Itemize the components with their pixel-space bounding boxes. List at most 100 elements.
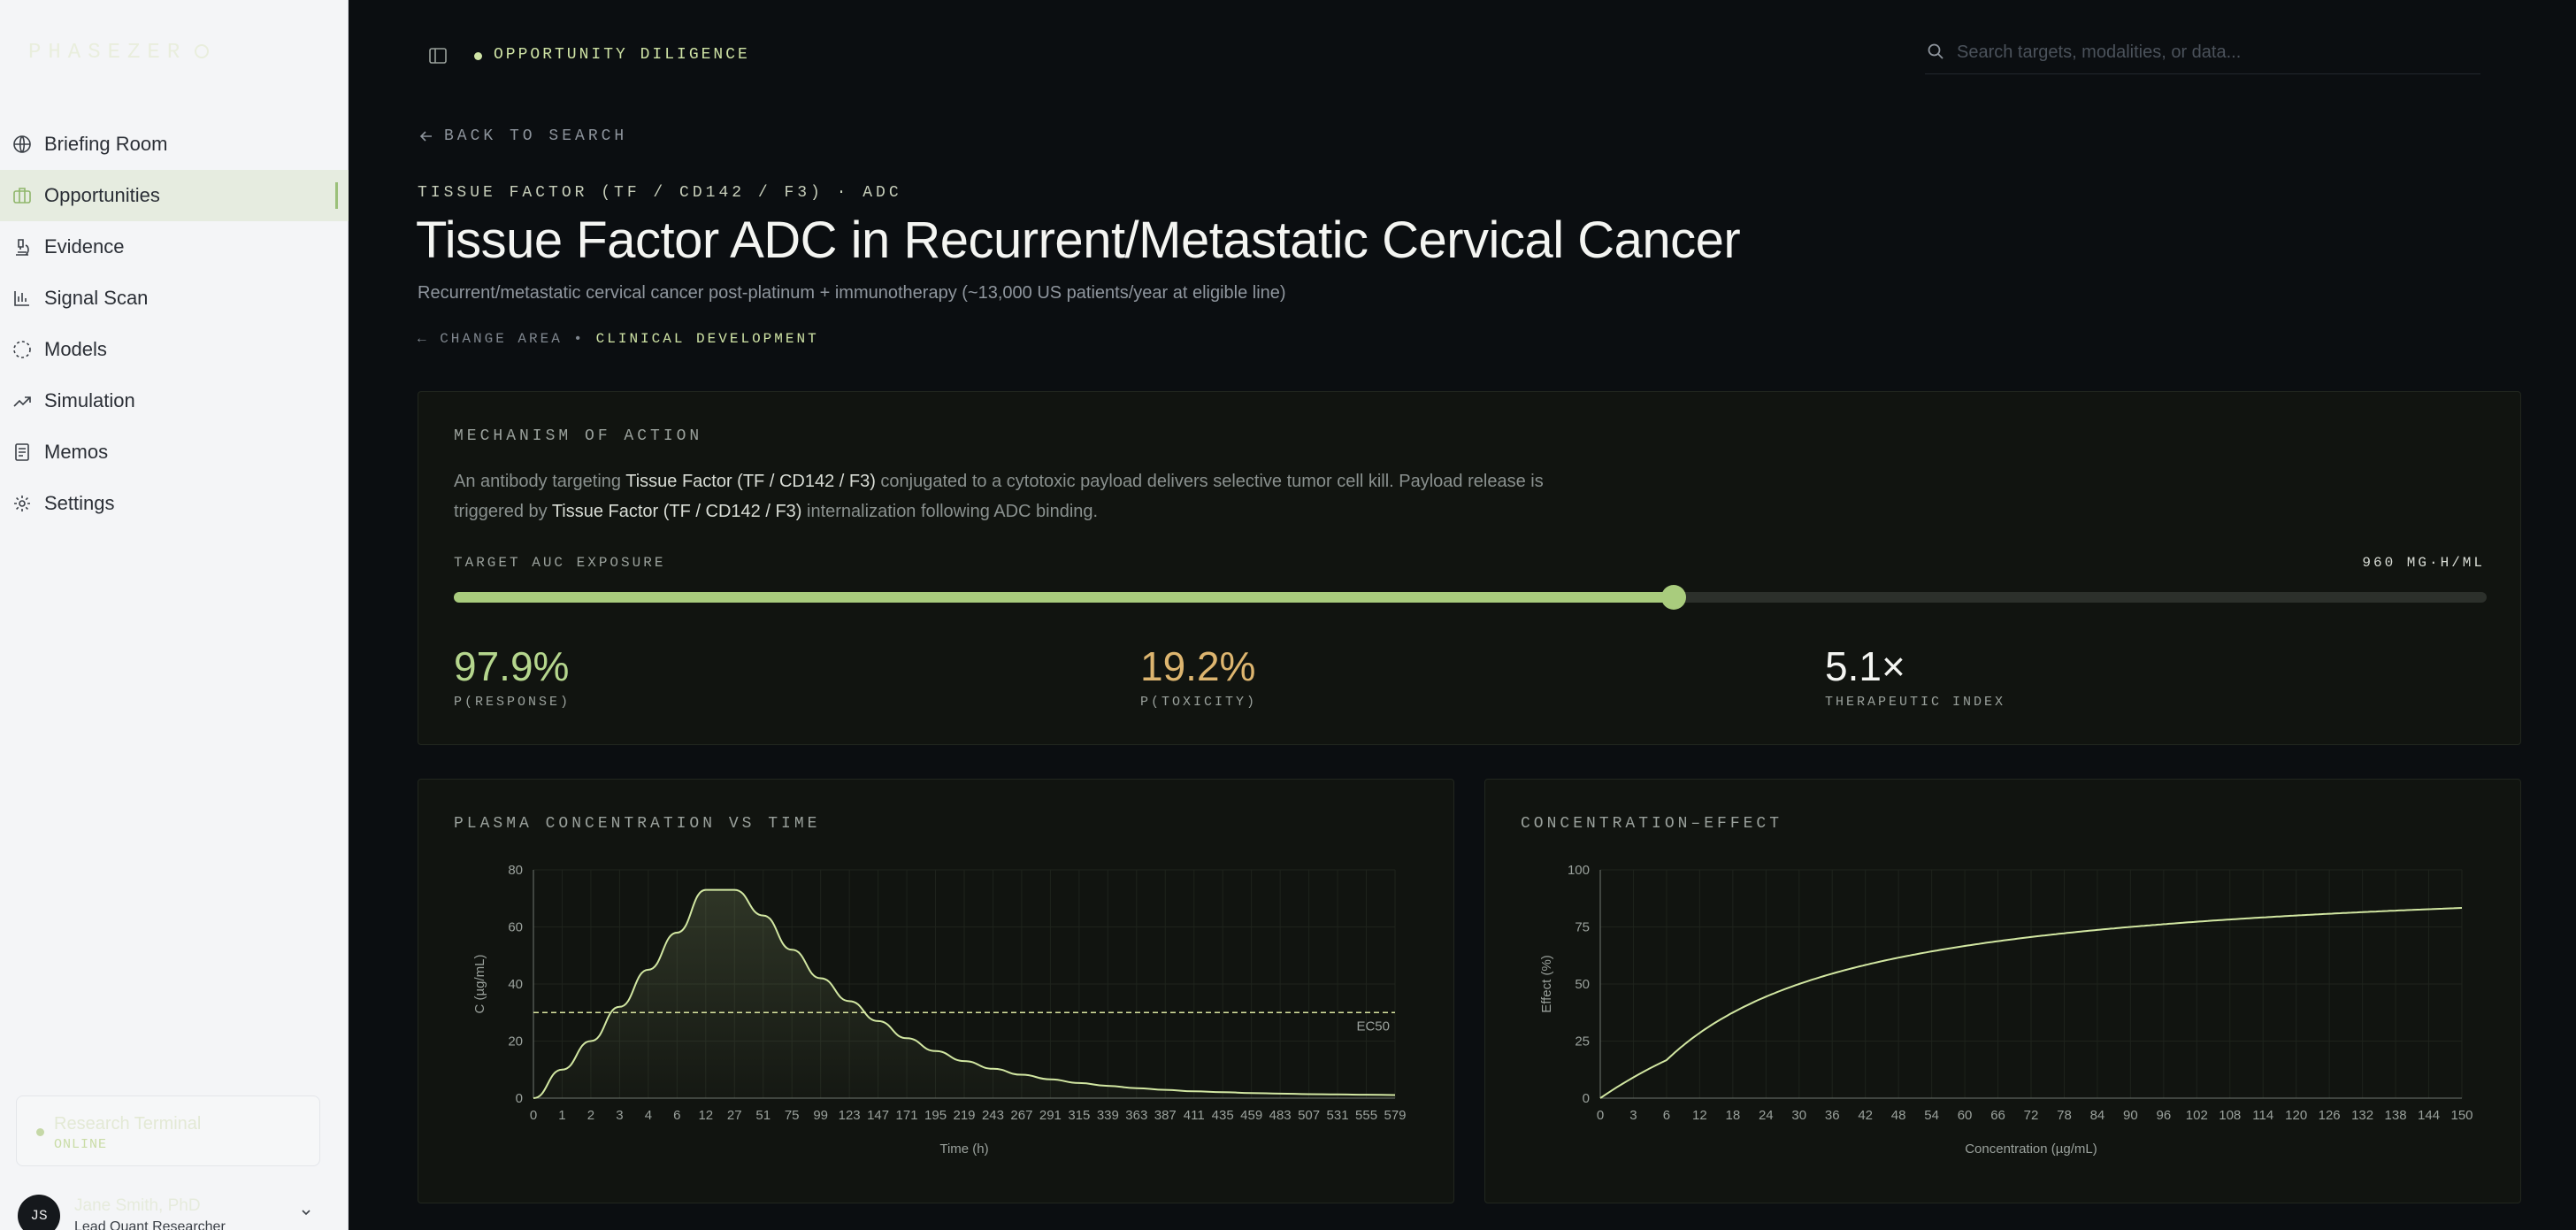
pk-chart-card: PLASMA CONCENTRATION VS TIME 0 20 40 60 80 Ti…: [418, 779, 1454, 1203]
x-tick-label: 99: [813, 1108, 828, 1123]
x-tick-label: 75: [785, 1108, 800, 1123]
sidebar-nav: Briefing Room Opportunities Evidence Sig…: [0, 119, 349, 529]
target-eyebrow: TISSUE FACTOR (TF / CD142 / F3) · ADC: [418, 184, 902, 202]
sidebar-item-briefing-room[interactable]: Briefing Room: [0, 119, 349, 170]
concentration-effect-card: CONCENTRATION–EFFECT 0 25 50 75 100 Concentra…: [1484, 779, 2521, 1203]
sidebar-toggle-icon[interactable]: [428, 46, 448, 65]
mechanism-text-part: internalization following ADC binding.: [801, 502, 1099, 521]
x-tick-label: 291: [1039, 1108, 1062, 1123]
ec50-label: EC50: [1356, 1019, 1390, 1034]
x-tick-label: 6: [673, 1108, 680, 1123]
x-tick-label: 4: [645, 1108, 652, 1123]
gear-icon: [12, 494, 32, 513]
sidebar-item-models[interactable]: Models: [0, 324, 349, 375]
y-tick-label: 100: [1568, 863, 1590, 878]
x-tick-label: 132: [2351, 1108, 2373, 1123]
x-tick-label: 114: [2252, 1108, 2273, 1123]
trend-up-icon: [12, 391, 32, 411]
terminal-status: Research Terminal ONLINE: [16, 1095, 320, 1166]
y-axis-label: Effect (%): [1539, 955, 1554, 1013]
effect-line: [1599, 907, 2463, 1099]
card-title: CONCENTRATION–EFFECT: [1521, 815, 1783, 833]
x-tick-label: 126: [2319, 1108, 2341, 1123]
sidebar-item-label: Signal Scan: [44, 287, 149, 309]
sidebar-item-label: Opportunities: [44, 184, 160, 206]
status-badge: ONLINE: [54, 1137, 108, 1152]
metric-value: 97.9%: [454, 643, 570, 689]
x-tick-label: 2: [587, 1108, 594, 1123]
area-row: ← CHANGE AREA • CLINICAL DEVELOPMENT: [418, 331, 819, 347]
x-tick-label: 108: [2219, 1108, 2241, 1123]
search-icon: [1927, 42, 1944, 60]
x-tick-label: 579: [1384, 1108, 1406, 1123]
x-tick-label: 3: [616, 1108, 623, 1123]
x-axis-label: Concentration (µg/mL): [1965, 1142, 2097, 1157]
mechanism-text-part: conjugated to a cytotoxic payload delive…: [454, 472, 1544, 521]
briefcase-icon: [12, 186, 32, 205]
y-tick-label: 0: [1583, 1091, 1590, 1106]
metric-value: 19.2%: [1140, 643, 1256, 689]
sidebar-item-settings[interactable]: Settings: [0, 478, 349, 529]
x-tick-label: 60: [1958, 1108, 1973, 1123]
x-tick-label: 138: [2385, 1108, 2407, 1123]
x-tick-label: 42: [1858, 1108, 1873, 1123]
sidebar-item-signal-scan[interactable]: Signal Scan: [0, 273, 349, 324]
x-tick-label: 6: [1663, 1108, 1670, 1123]
globe-icon: [12, 135, 32, 154]
x-tick-label: 339: [1097, 1108, 1119, 1123]
x-tick-label: 72: [2024, 1108, 2039, 1123]
card-title: PLASMA CONCENTRATION VS TIME: [454, 815, 821, 833]
y-axis-label: C (µg/mL): [472, 955, 487, 1014]
sidebar: PHASEZER Briefing Room Opportunities Evi…: [0, 0, 349, 1230]
x-tick-label: 0: [1597, 1108, 1604, 1123]
mechanism-target: Tissue Factor (TF / CD142 / F3): [625, 472, 876, 491]
logo: PHASEZER: [28, 41, 188, 65]
metric-toxicity: 19.2% P(TOXICITY): [1140, 643, 1257, 710]
x-tick-label: 48: [1891, 1108, 1906, 1123]
sidebar-item-opportunities[interactable]: Opportunities: [0, 170, 349, 221]
x-axis-label: Time (h): [939, 1142, 988, 1157]
document-icon: [12, 442, 32, 462]
user-menu[interactable]: JS Jane Smith, PhD Lead Quant Researcher: [18, 1195, 331, 1230]
auc-slider[interactable]: [454, 585, 2487, 610]
x-tick-label: 507: [1298, 1108, 1320, 1123]
sidebar-item-label: Evidence: [44, 235, 125, 258]
chevron-down-icon[interactable]: [299, 1205, 313, 1219]
search-bar: [1925, 34, 2480, 74]
status-name: Research Terminal: [54, 1114, 202, 1134]
slider-thumb[interactable]: [1660, 585, 1686, 610]
x-tick-label: 243: [982, 1108, 1004, 1123]
x-tick-label: 219: [953, 1108, 975, 1123]
metric-response: 97.9% P(RESPONSE): [454, 643, 571, 710]
user-role: Lead Quant Researcher: [74, 1219, 226, 1230]
x-tick-label: 66: [1990, 1108, 2005, 1123]
sidebar-item-evidence[interactable]: Evidence: [0, 221, 349, 273]
x-tick-label: 84: [2090, 1108, 2105, 1123]
x-tick-label: 96: [2157, 1108, 2172, 1123]
x-tick-label: 363: [1125, 1108, 1147, 1123]
change-area-link[interactable]: ← CHANGE AREA •: [418, 331, 586, 347]
x-tick-label: 411: [1184, 1108, 1205, 1123]
back-to-search-link[interactable]: BACK TO SEARCH: [419, 127, 627, 145]
search-input[interactable]: [1957, 39, 2470, 65]
x-tick-label: 30: [1791, 1108, 1806, 1123]
sidebar-item-memos[interactable]: Memos: [0, 427, 349, 478]
y-tick-label: 60: [508, 920, 523, 935]
auc-slider-value: 960 MG·H/ML: [2362, 555, 2485, 571]
dashed-circle-icon: [12, 340, 32, 359]
slider-fill: [454, 592, 1674, 603]
x-tick-label: 483: [1269, 1108, 1292, 1123]
x-tick-label: 531: [1327, 1108, 1349, 1123]
x-tick-label: 171: [896, 1108, 918, 1123]
metric-label: P(TOXICITY): [1140, 695, 1258, 710]
mechanism-target: Tissue Factor (TF / CD142 / F3): [551, 502, 802, 521]
sidebar-item-simulation[interactable]: Simulation: [0, 375, 349, 427]
x-tick-label: 387: [1154, 1108, 1177, 1123]
mechanism-card: MECHANISM OF ACTION An antibody targetin…: [418, 391, 2521, 745]
status-dot-icon: [36, 1128, 44, 1136]
page-title: Tissue Factor ADC in Recurrent/Metastati…: [416, 211, 1741, 269]
breadcrumb-dot-icon: [474, 52, 482, 60]
x-tick-label: 555: [1355, 1108, 1377, 1123]
